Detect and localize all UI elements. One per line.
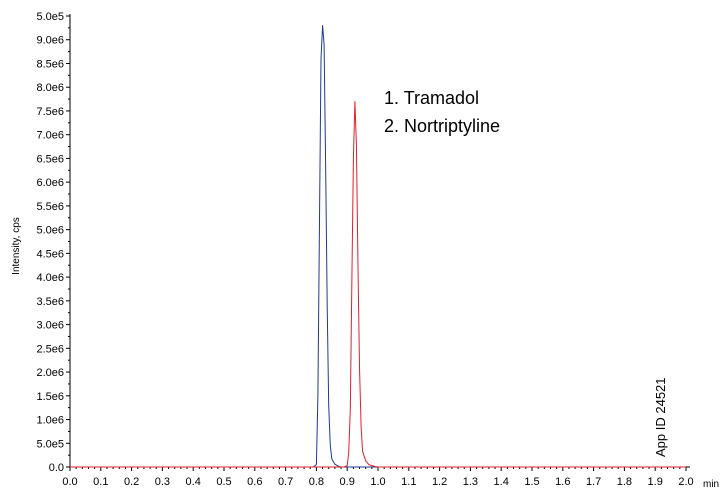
- y-tick-label: 3.5e6: [36, 296, 64, 308]
- y-tick-label: 8.5e6: [36, 58, 64, 70]
- x-tick-label: 1.4: [494, 476, 509, 488]
- trace-line-2: [70, 101, 686, 468]
- x-tick-label: 0.3: [155, 476, 170, 488]
- y-tick-label: 5.0e5: [36, 11, 64, 23]
- y-tick-label: 9.0e6: [36, 35, 64, 47]
- x-tick-label: 0.5: [216, 476, 231, 488]
- y-tick-label: 7.0e6: [36, 130, 64, 142]
- x-tick-label: 2.0: [678, 476, 693, 488]
- x-tick-label: 1.0: [370, 476, 385, 488]
- y-tick-label: 4.0e6: [36, 272, 64, 284]
- x-tick-label: 1.8: [617, 476, 632, 488]
- trace-group: [70, 25, 686, 468]
- x-tick-label: 0.0: [62, 476, 77, 488]
- y-tick-label: 6.5e6: [36, 153, 64, 165]
- y-tick-label: 1.0e6: [36, 415, 64, 427]
- x-axis-unit: min: [703, 479, 719, 490]
- peak-label-nortriptyline: 2. Nortriptyline: [384, 116, 500, 136]
- y-tick-label: 5.0e5: [36, 438, 64, 450]
- x-tick-label: 1.7: [586, 476, 601, 488]
- y-tick-label: 7.5e6: [36, 106, 64, 118]
- x-tick-label: 0.4: [186, 476, 201, 488]
- trace-line-1: [70, 25, 686, 468]
- x-tick-label: 0.9: [340, 476, 355, 488]
- y-tick-label: 5.5e6: [36, 201, 64, 213]
- x-tick-label: 1.9: [648, 476, 663, 488]
- y-tick-label: 2.5e6: [36, 343, 64, 355]
- y-tick-label: 3.0e6: [36, 320, 64, 332]
- y-axis-label: Intensity, cps: [11, 217, 22, 275]
- y-tick-label: 2.0e6: [36, 367, 64, 379]
- y-tick-label: 1.5e6: [36, 391, 64, 403]
- x-tick-label: 0.2: [124, 476, 139, 488]
- x-tick-label: 1.1: [401, 476, 416, 488]
- x-tick-label: 0.8: [309, 476, 324, 488]
- x-tick-label: 1.3: [463, 476, 478, 488]
- y-axis: 0.0 5.0e5 1.0e6 1.5e6 2.0e6 2.5e6 3.0e6 3.5e6 4.…: [36, 11, 71, 474]
- x-tick-label: 1.6: [555, 476, 570, 488]
- x-tick-label: 0.6: [247, 476, 262, 488]
- y-tick-label: 4.5e6: [36, 248, 64, 260]
- x-tick-label: 1.5: [524, 476, 539, 488]
- y-tick-label: 5.0e6: [36, 225, 64, 237]
- peak-label-tramadol: 1. Tramadol: [384, 88, 479, 108]
- x-axis: 0.0 0.1 0.2 0.3 0.4 0.5 0.6 0.7 0.8 0.9 1.0 1.1 1.2 1…: [62, 466, 694, 488]
- y-tick-label: 6.0e6: [36, 177, 64, 189]
- x-tick-label: 1.2: [432, 476, 447, 488]
- y-tick-label: 0.0: [49, 462, 64, 474]
- y-tick-label: 8.0e6: [36, 82, 64, 94]
- x-tick-label: 0.7: [278, 476, 293, 488]
- x-tick-label: 0.1: [93, 476, 108, 488]
- app-id-watermark: App ID 24521: [653, 377, 668, 457]
